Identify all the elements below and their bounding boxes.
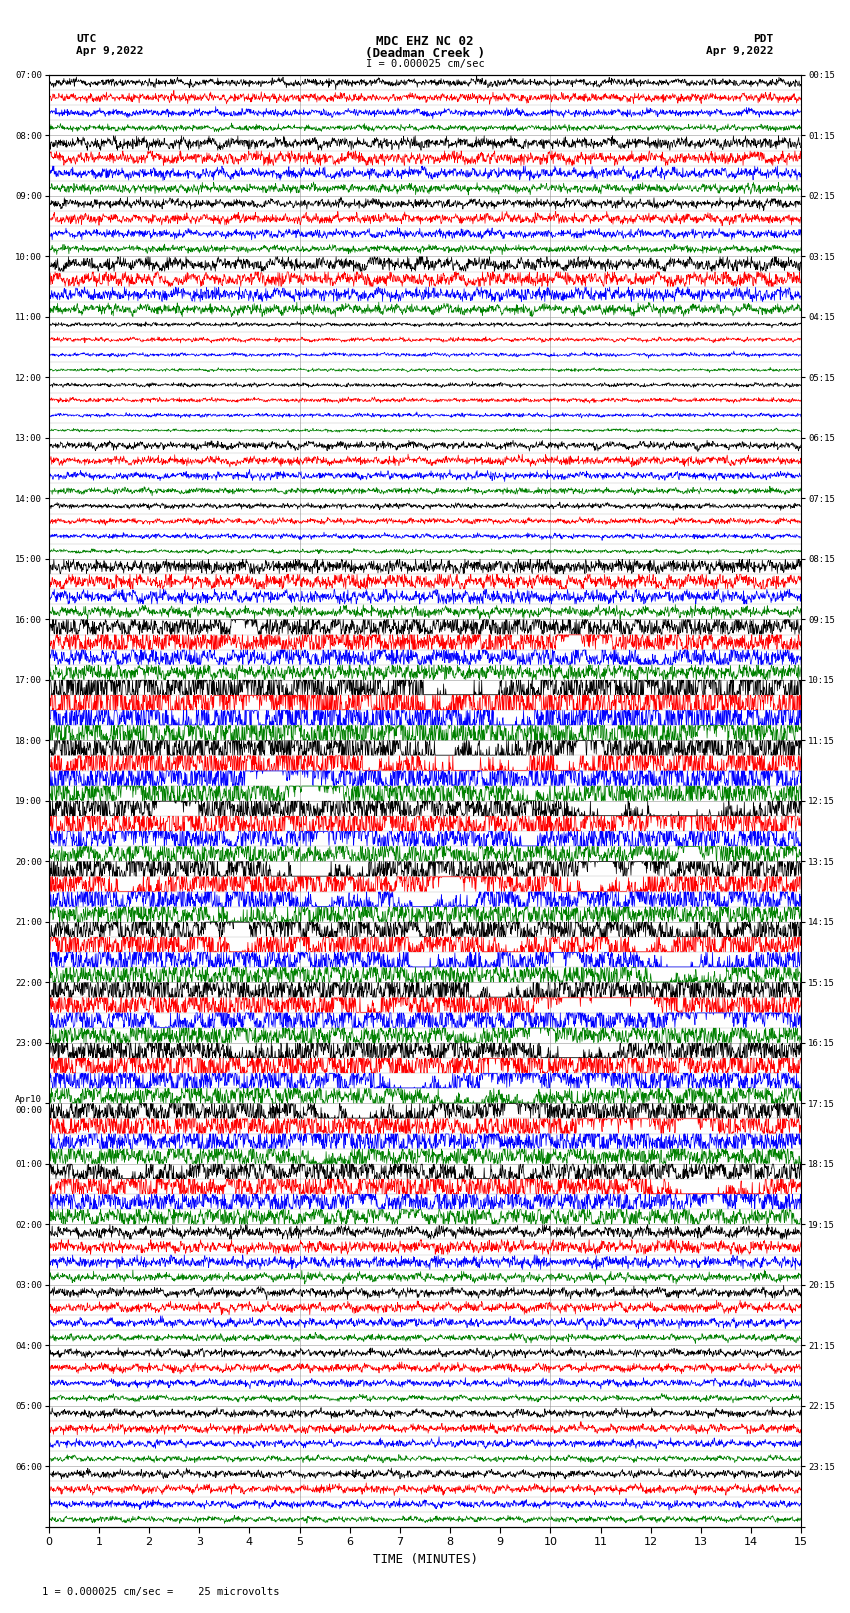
Text: UTC: UTC (76, 34, 97, 44)
Text: Apr 9,2022: Apr 9,2022 (76, 47, 144, 56)
X-axis label: TIME (MINUTES): TIME (MINUTES) (372, 1553, 478, 1566)
Text: Apr 9,2022: Apr 9,2022 (706, 47, 774, 56)
Text: MDC EHZ NC 02: MDC EHZ NC 02 (377, 35, 473, 48)
Text: PDT: PDT (753, 34, 774, 44)
Text: (Deadman Creek ): (Deadman Creek ) (365, 47, 485, 60)
Text: 1 = 0.000025 cm/sec =    25 microvolts: 1 = 0.000025 cm/sec = 25 microvolts (42, 1587, 280, 1597)
Text: I = 0.000025 cm/sec: I = 0.000025 cm/sec (366, 60, 484, 69)
